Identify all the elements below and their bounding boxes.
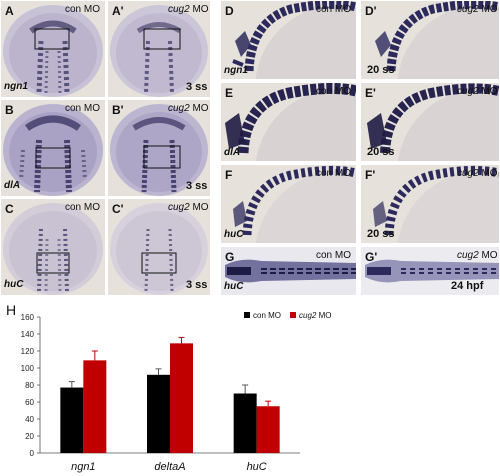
- y-tick-label: 100: [21, 364, 35, 373]
- panel-f: F con MO huC: [221, 165, 356, 243]
- y-tick-label: 20: [25, 432, 34, 441]
- panel-e-prime: E' cug2 MO 20 ss: [361, 83, 499, 161]
- category-label: deltaA: [154, 461, 185, 473]
- gene-label: huC: [4, 279, 24, 290]
- condition-label: cug2 MO: [457, 250, 498, 261]
- panel-letter-h: H: [6, 302, 17, 318]
- bar: [233, 393, 257, 453]
- gene-label: ngn1: [224, 65, 248, 76]
- embryo-dorsal-image: [3, 104, 103, 196]
- panel-letter: E': [365, 86, 376, 100]
- panel-letter: G: [225, 250, 235, 264]
- condition-label: cug2 MO: [168, 103, 209, 114]
- stage-label: 20 ss: [367, 146, 395, 158]
- gene-label: dlA: [224, 147, 241, 158]
- condition-label: con MO: [65, 103, 101, 114]
- panel-c: C con MO huC: [1, 199, 105, 295]
- condition-label: cug2 MO: [168, 4, 209, 15]
- panel-b-prime: B' cug2 MO 3 ss: [108, 100, 210, 196]
- panel-letter: F: [225, 168, 233, 182]
- condition-label: cug2 MO: [457, 86, 498, 97]
- legend-swatch: [290, 312, 296, 318]
- panel-a: A con MO ngn1: [1, 1, 105, 97]
- condition-label: con MO: [65, 202, 101, 213]
- condition-label: con MO: [316, 250, 352, 261]
- embryo-dorsal-image: [3, 203, 103, 295]
- y-tick-label: 80: [25, 381, 34, 390]
- embryo-dorsal-image: [110, 5, 208, 97]
- y-tick-label: 40: [25, 415, 34, 424]
- hindbrain-dorsal-image: [365, 259, 499, 283]
- panel-letter: D: [225, 4, 234, 18]
- bar: [256, 406, 280, 453]
- embryo-lateral-image: [233, 165, 356, 243]
- gene-label: dlA: [4, 180, 21, 191]
- embryo-dorsal-image: [110, 104, 208, 196]
- y-tick-label: 60: [25, 398, 34, 407]
- embryo-lateral-image: [367, 83, 499, 161]
- panel-b: B con MO dlA: [1, 100, 105, 196]
- embryo-dorsal-image: [110, 203, 208, 295]
- bar: [147, 374, 170, 453]
- embryo-lateral-image: [232, 1, 356, 79]
- legend-label: cug2 MO: [299, 311, 331, 320]
- condition-label: con MO: [65, 4, 101, 15]
- panel-letter: B: [5, 103, 14, 117]
- gene-label: huC: [224, 281, 244, 292]
- embryo-lateral-image: [373, 165, 499, 243]
- category-label: huC: [247, 461, 267, 473]
- y-tick-label: 0: [30, 449, 35, 458]
- stage-label: 3 ss: [186, 279, 208, 291]
- panel-letter: C: [5, 202, 14, 216]
- condition-label: con MO: [316, 4, 352, 15]
- legend-swatch: [244, 312, 250, 318]
- category-label: ngn1: [71, 461, 95, 473]
- panel-c-prime: C' cug2 MO 3 ss: [108, 199, 210, 295]
- bar: [170, 343, 193, 453]
- gene-label: huC: [224, 229, 244, 240]
- y-tick-label: 160: [21, 313, 35, 322]
- stage-label: 3 ss: [186, 180, 208, 192]
- y-tick-label: 140: [21, 330, 35, 339]
- embryo-lateral-image: [225, 83, 356, 161]
- condition-label: cug2 MO: [168, 202, 209, 213]
- panel-letter: A: [5, 4, 14, 18]
- gene-label: ngn1: [4, 81, 28, 92]
- stage-label: 24 hpf: [451, 280, 484, 292]
- panel-letter: A': [112, 4, 124, 18]
- stage-label: 3 ss: [186, 81, 208, 93]
- panel-letter: E: [225, 86, 234, 100]
- condition-label: con MO: [316, 168, 352, 179]
- panel-a-prime: A' cug2 MO 3 ss: [108, 1, 210, 97]
- hindbrain-dorsal-image: [225, 259, 356, 283]
- stage-label: 20 ss: [367, 228, 395, 240]
- legend-label: con MO: [253, 311, 281, 320]
- panel-e: E con MO dlA: [221, 83, 356, 161]
- panel-letter: G': [365, 250, 378, 264]
- panel-letter: B': [112, 103, 124, 117]
- condition-label: cug2 MO: [457, 168, 498, 179]
- embryo-lateral-image: [375, 1, 499, 79]
- bar-chart: 0 20 40 60 80 100 120 140 160 ngn1 deltaA huC con MO…: [21, 311, 332, 473]
- panel-d: D con MO ngn1: [221, 1, 356, 79]
- panel-f-prime: F' cug2 MO 20 ss: [361, 165, 499, 243]
- embryo-dorsal-image: [3, 5, 103, 97]
- panel-d-prime: D' cug2 MO 20 ss: [361, 1, 499, 79]
- y-tick-label: 120: [21, 347, 35, 356]
- panel-letter: D': [365, 4, 377, 18]
- panel-g-prime: G' cug2 MO 24 hpf: [361, 247, 499, 295]
- condition-label: cug2 MO: [457, 4, 498, 15]
- panel-letter: F': [365, 168, 376, 182]
- condition-label: con MO: [316, 86, 352, 97]
- stage-label: 20 ss: [367, 64, 395, 76]
- bar: [83, 360, 107, 453]
- panel-letter: C': [112, 202, 124, 216]
- panel-g: G con MO huC: [221, 247, 356, 295]
- bar: [60, 387, 84, 453]
